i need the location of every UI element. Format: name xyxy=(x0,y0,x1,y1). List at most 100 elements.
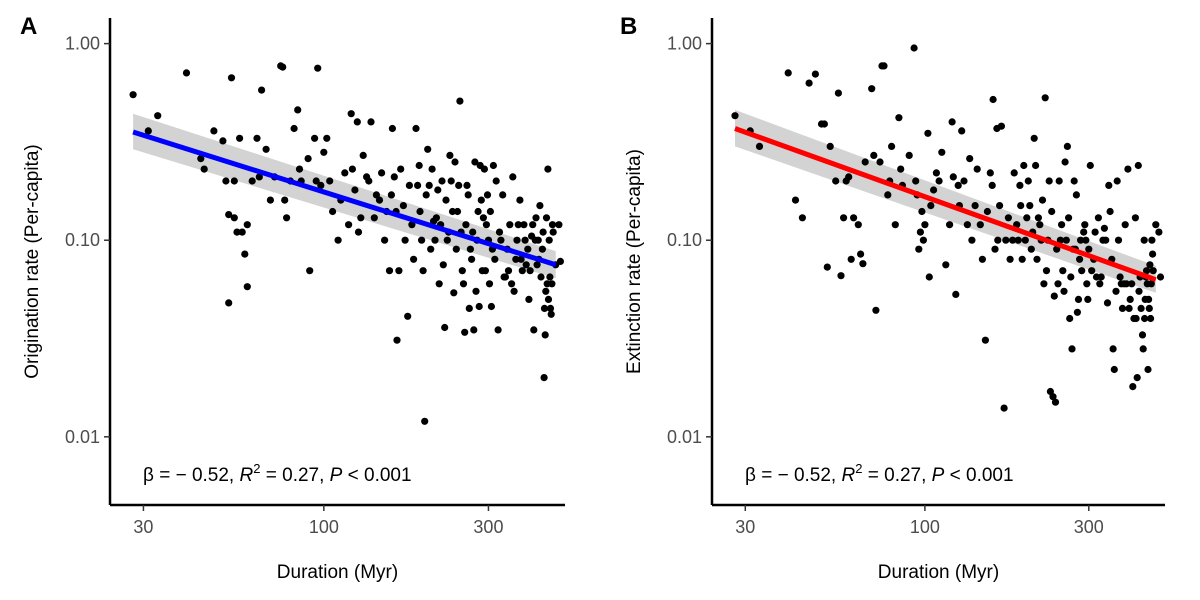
data-point xyxy=(495,228,504,236)
data-point xyxy=(1076,255,1084,263)
data-point xyxy=(412,124,420,133)
data-point xyxy=(1097,273,1105,281)
data-point xyxy=(954,181,962,189)
data-point xyxy=(1060,287,1068,295)
data-point xyxy=(530,326,538,334)
data-point xyxy=(1102,236,1110,244)
data-point xyxy=(238,228,246,236)
data-point xyxy=(541,331,549,339)
data-point xyxy=(1048,207,1056,216)
x-tick-label: 300 xyxy=(1074,517,1104,537)
data-point xyxy=(354,228,363,236)
data-point xyxy=(823,263,831,271)
r2-value-b: = 0.27, xyxy=(862,465,931,486)
data-point xyxy=(290,124,298,133)
data-point xyxy=(996,202,1004,210)
data-point xyxy=(311,134,319,142)
data-point xyxy=(556,257,565,265)
data-point xyxy=(1145,304,1153,312)
data-point xyxy=(200,165,208,173)
data-point xyxy=(547,310,555,318)
data-point xyxy=(891,221,899,229)
data-point xyxy=(1006,255,1014,263)
data-point xyxy=(1033,255,1041,263)
data-point xyxy=(958,127,966,135)
data-point xyxy=(986,169,994,177)
data-point xyxy=(1059,267,1067,275)
data-point xyxy=(513,236,521,244)
data-point xyxy=(345,221,353,229)
data-point xyxy=(820,120,829,128)
data-point xyxy=(521,236,529,244)
data-point xyxy=(458,267,466,275)
data-point xyxy=(351,186,359,194)
data-point xyxy=(938,148,946,156)
data-point xyxy=(1105,181,1113,189)
y-axis-title-b: Extinction rate (Per-capita) xyxy=(624,149,645,374)
data-point xyxy=(516,196,524,204)
data-point xyxy=(1129,383,1137,391)
data-point xyxy=(880,62,888,70)
data-point xyxy=(1141,314,1149,323)
fit-line xyxy=(132,129,557,268)
data-point xyxy=(509,173,517,181)
data-point xyxy=(1078,267,1086,275)
data-point xyxy=(508,280,516,288)
data-point xyxy=(489,161,497,170)
data-point xyxy=(479,214,487,222)
data-point xyxy=(1081,221,1089,229)
y-tick-label: 0.10 xyxy=(65,230,100,250)
r2-symbol-b: R xyxy=(842,465,856,486)
data-point xyxy=(447,177,455,185)
data-point xyxy=(942,261,950,269)
data-point xyxy=(976,221,984,229)
data-point xyxy=(946,221,954,229)
data-point xyxy=(1112,287,1120,295)
data-point xyxy=(446,151,454,159)
data-point xyxy=(1042,267,1051,275)
data-point xyxy=(438,177,446,185)
data-point xyxy=(1082,236,1090,244)
data-point xyxy=(266,196,274,204)
data-point xyxy=(219,137,227,145)
data-point xyxy=(1055,177,1063,185)
data-point xyxy=(1051,398,1060,406)
data-point xyxy=(546,273,554,281)
data-point xyxy=(1073,308,1081,316)
data-point xyxy=(512,255,520,263)
data-point xyxy=(755,142,764,150)
data-point xyxy=(915,245,923,253)
data-point xyxy=(1135,287,1143,295)
data-point xyxy=(510,287,518,295)
data-point xyxy=(154,112,162,120)
data-point xyxy=(949,173,957,181)
data-point xyxy=(811,70,820,78)
confidence-band-area xyxy=(735,109,1156,293)
data-point xyxy=(1074,295,1083,303)
data-point xyxy=(225,211,233,219)
data-point xyxy=(395,267,403,275)
data-point xyxy=(236,134,244,142)
r2-symbol-a: R xyxy=(240,465,254,486)
data-point xyxy=(1021,236,1029,244)
data-point xyxy=(544,295,553,303)
data-point xyxy=(1077,236,1085,244)
data-point xyxy=(281,196,289,204)
data-point xyxy=(536,202,544,210)
data-point xyxy=(448,207,457,216)
data-point xyxy=(549,228,557,236)
data-point xyxy=(924,129,932,137)
data-point xyxy=(442,196,450,204)
x-tick-label: 100 xyxy=(309,517,339,537)
x-axis-title-b: Duration (Myr) xyxy=(878,562,999,583)
data-point xyxy=(441,323,449,332)
data-point xyxy=(1094,214,1102,222)
data-point xyxy=(378,169,386,177)
data-point xyxy=(1068,345,1076,353)
data-point xyxy=(983,207,992,216)
data-point xyxy=(501,273,509,281)
data-point xyxy=(1143,267,1151,275)
panel-a: A 0.01 0.10 1.00 30 100 300 Origination rate … xyxy=(20,13,565,583)
data-point xyxy=(323,134,331,142)
data-point xyxy=(847,255,855,263)
